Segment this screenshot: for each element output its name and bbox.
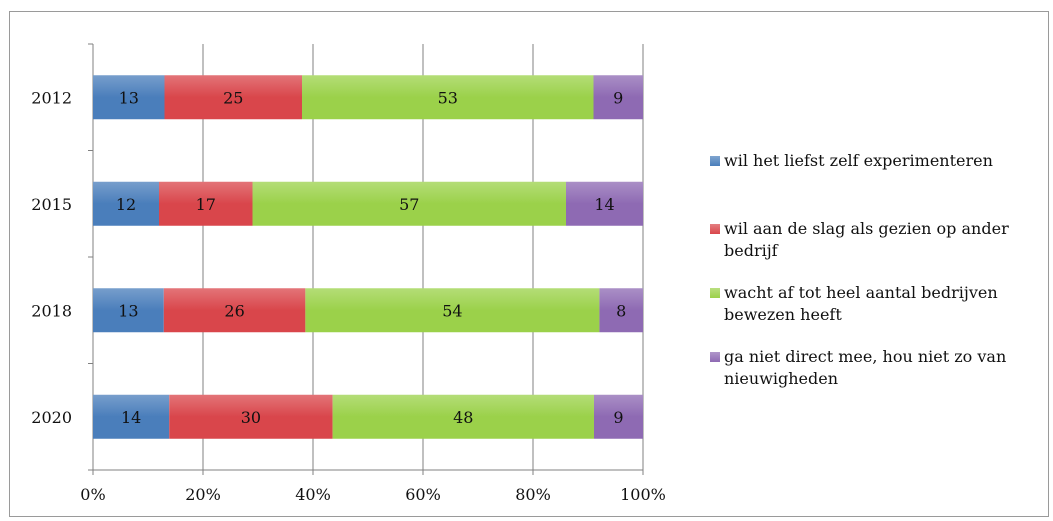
data-label: 9: [613, 408, 623, 427]
bar-2012-series-1: [93, 75, 165, 120]
bar-2018-series-1: [93, 288, 164, 333]
legend-swatch-series-2: [710, 224, 720, 234]
y-tick-label: 2015: [31, 195, 72, 214]
bar-2015-series-3: [252, 181, 566, 226]
bar-2015-series-1: [93, 181, 159, 226]
bar-2012-series-2: [164, 75, 302, 120]
bar-2015-series-2: [159, 181, 253, 226]
data-label: 54: [442, 301, 462, 320]
data-label: 30: [241, 408, 261, 427]
bar-2018-series-3: [305, 288, 600, 333]
legend-swatch-series-4: [710, 352, 720, 362]
bar-2012-series-3: [302, 75, 594, 120]
legend-item-series-2: wil aan de slag als gezien op ander bedr…: [710, 218, 1044, 262]
data-label: 17: [196, 195, 216, 214]
x-tick-label: 60%: [405, 485, 441, 504]
legend-label-series-3: wacht af tot heel aantal bedrijven bewez…: [724, 283, 998, 324]
data-label: 9: [613, 88, 623, 107]
data-label: 8: [616, 301, 626, 320]
data-label: 14: [594, 195, 614, 214]
x-tick-label: 20%: [185, 485, 221, 504]
bar-2020-series-4: [593, 394, 643, 439]
data-label: 53: [438, 88, 458, 107]
chart-legend: wil het liefst zelf experimenteren wil a…: [710, 0, 1050, 521]
legend-label-series-2: wil aan de slag als gezien op ander bedr…: [724, 219, 1009, 260]
legend-item-series-3: wacht af tot heel aantal bedrijven bewez…: [710, 282, 1044, 326]
data-label: 12: [116, 195, 136, 214]
data-label: 25: [223, 88, 243, 107]
x-tick-label: 80%: [515, 485, 551, 504]
legend-swatch-series-1: [710, 156, 720, 166]
bar-2020-series-2: [169, 394, 333, 439]
data-label: 13: [119, 88, 139, 107]
bar-2015-series-4: [566, 181, 643, 226]
legend-swatch-series-3: [710, 288, 720, 298]
bar-2012-series-4: [593, 75, 643, 120]
bar-2020-series-1: [93, 394, 170, 439]
y-tick-label: 2018: [31, 301, 72, 320]
x-tick-label: 0%: [80, 485, 105, 504]
data-label: 14: [121, 408, 141, 427]
x-tick-label: 100%: [620, 485, 666, 504]
data-label: 48: [453, 408, 473, 427]
y-tick-label: 2020: [31, 408, 72, 427]
data-label: 13: [118, 301, 138, 320]
legend-label-series-4: ga niet direct mee, hou niet zo van nieu…: [724, 347, 1007, 388]
y-tick-label: 2012: [31, 88, 72, 107]
bar-2018-series-2: [163, 288, 306, 333]
data-label: 26: [224, 301, 244, 320]
legend-item-series-1: wil het liefst zelf experimenteren: [710, 150, 1044, 172]
data-label: 57: [399, 195, 419, 214]
legend-label-series-1: wil het liefst zelf experimenteren: [724, 151, 993, 170]
legend-item-series-4: ga niet direct mee, hou niet zo van nieu…: [710, 346, 1044, 390]
bar-2020-series-3: [332, 394, 594, 439]
bar-2018-series-4: [599, 288, 643, 333]
x-tick-label: 40%: [295, 485, 331, 504]
